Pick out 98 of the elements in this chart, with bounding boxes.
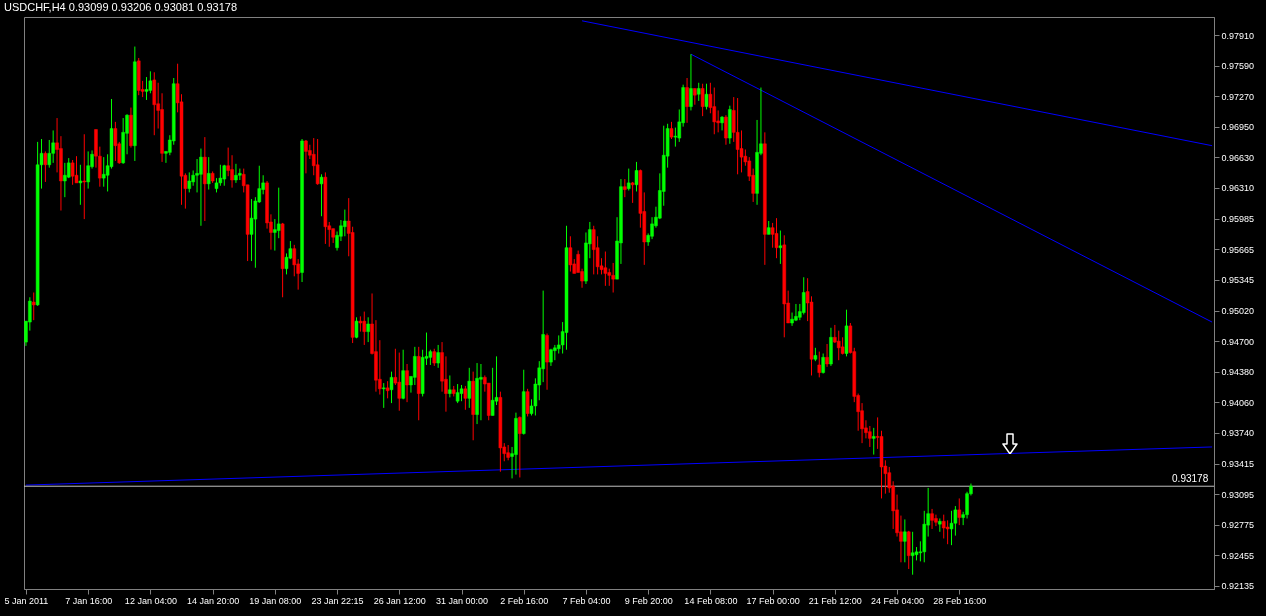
candlestick <box>774 217 779 259</box>
candlestick <box>794 303 798 322</box>
candlestick <box>51 129 55 164</box>
y-tick-label: 0.93740 <box>1221 428 1255 439</box>
candlestick <box>74 155 79 184</box>
y-tick-label: 0.96630 <box>1221 152 1255 163</box>
candlestick <box>720 115 724 131</box>
candlestick <box>199 148 203 227</box>
chart-title: USDCHF,H4 0.93099 0.93206 0.93081 0.93178 <box>4 1 238 13</box>
x-tick-label: 23 Jan 22:15 <box>311 595 364 606</box>
y-tick-label: 0.92775 <box>1221 520 1255 531</box>
x-tick-label: 12 Jan 04:00 <box>124 595 177 606</box>
candlestick <box>825 343 829 368</box>
candlestick <box>696 82 701 102</box>
candlestick <box>304 139 308 174</box>
y-tick-label: 0.95665 <box>1221 244 1255 255</box>
candlestick <box>319 173 324 217</box>
x-tick-label: 24 Feb 04:00 <box>871 595 925 606</box>
y-tick-label: 0.95020 <box>1221 306 1255 317</box>
y-tick-label: 0.96310 <box>1221 183 1255 194</box>
x-tick-label: 28 Feb 16:00 <box>933 595 987 606</box>
y-tick-label: 0.97590 <box>1221 61 1255 72</box>
x-tick-label: 31 Jan 00:00 <box>435 595 489 606</box>
candlestick <box>611 262 615 294</box>
x-tick-label: 2 Feb 16:00 <box>500 595 549 606</box>
candlestick <box>945 519 950 545</box>
candlestick <box>43 150 48 183</box>
x-tick-label: 7 Jan 16:00 <box>65 595 113 606</box>
candlestick <box>362 311 367 346</box>
candlestick <box>712 87 717 135</box>
candlestick <box>906 530 911 570</box>
candlestick <box>634 161 639 192</box>
candlestick <box>78 164 83 206</box>
candlestick <box>284 252 289 275</box>
candlestick <box>930 508 934 530</box>
candlestick <box>716 109 720 133</box>
candlestick <box>903 518 907 563</box>
y-tick-label: 0.93415 <box>1221 459 1255 470</box>
candlestick <box>82 133 87 220</box>
candlestick <box>86 150 90 190</box>
candlestick <box>292 244 297 277</box>
candlestick <box>735 97 740 175</box>
candlestick <box>47 139 52 169</box>
candlestick <box>518 415 522 478</box>
candlestick <box>685 77 689 124</box>
y-tick-label: 0.92455 <box>1221 550 1255 561</box>
candlestick <box>101 156 106 188</box>
candlestick <box>467 367 472 409</box>
candlestick <box>343 209 347 237</box>
candlestick <box>801 276 806 315</box>
candlestick <box>413 346 417 386</box>
y-tick-label: 0.94060 <box>1221 397 1255 408</box>
candlestick <box>704 83 709 110</box>
candlestick <box>315 138 320 186</box>
x-tick-label: 19 Jan 08:00 <box>249 595 302 606</box>
candlestick <box>479 363 483 421</box>
candlestick <box>817 351 822 378</box>
candlestick <box>790 312 794 327</box>
candlestick <box>234 163 238 184</box>
candlestick <box>836 330 841 361</box>
candlestick <box>63 162 67 198</box>
candlestick <box>436 344 440 369</box>
candlestick <box>623 178 627 198</box>
x-tick-label: 9 Feb 20:00 <box>624 595 673 606</box>
y-tick-label: 0.95345 <box>1221 275 1255 286</box>
candlestick <box>397 352 402 412</box>
candlestick <box>448 374 452 398</box>
y-tick-label: 0.93095 <box>1221 489 1255 500</box>
y-tick-label: 0.94380 <box>1221 367 1255 378</box>
candlestick <box>700 83 705 117</box>
candlestick <box>113 121 118 162</box>
candlestick <box>778 230 783 265</box>
y-tick-label: 0.94700 <box>1221 336 1255 347</box>
y-tick-label: 0.96950 <box>1221 122 1255 133</box>
x-tick-label: 5 Jan 2011 <box>4 595 49 606</box>
candlestick <box>689 53 693 111</box>
candlestick <box>591 225 596 275</box>
candlestick <box>366 316 370 343</box>
candlestick <box>724 114 728 146</box>
candlestick <box>405 363 409 403</box>
x-tick-label: 21 Feb 12:00 <box>808 595 862 606</box>
y-tick-label: 0.97270 <box>1221 91 1255 102</box>
candlestick <box>821 353 825 375</box>
ref-line-label: 0.93178 <box>1172 473 1209 485</box>
x-tick-label: 14 Jan 20:00 <box>187 595 240 606</box>
y-tick-label: 0.95985 <box>1221 214 1255 225</box>
candlestick <box>276 187 281 239</box>
candlestick <box>31 292 36 321</box>
x-tick-label: 7 Feb 04:00 <box>562 595 611 606</box>
y-tick-label: 0.97910 <box>1221 30 1255 41</box>
y-tick-label: 0.92135 <box>1221 581 1255 592</box>
candlestick <box>206 156 211 191</box>
x-tick-label: 17 Feb 00:00 <box>746 595 800 606</box>
x-tick-label: 26 Jan 12:00 <box>373 595 426 606</box>
candlestick <box>949 510 954 546</box>
candlestick <box>381 382 386 409</box>
candlestick <box>626 168 631 192</box>
x-tick-label: 14 Feb 08:00 <box>684 595 738 606</box>
